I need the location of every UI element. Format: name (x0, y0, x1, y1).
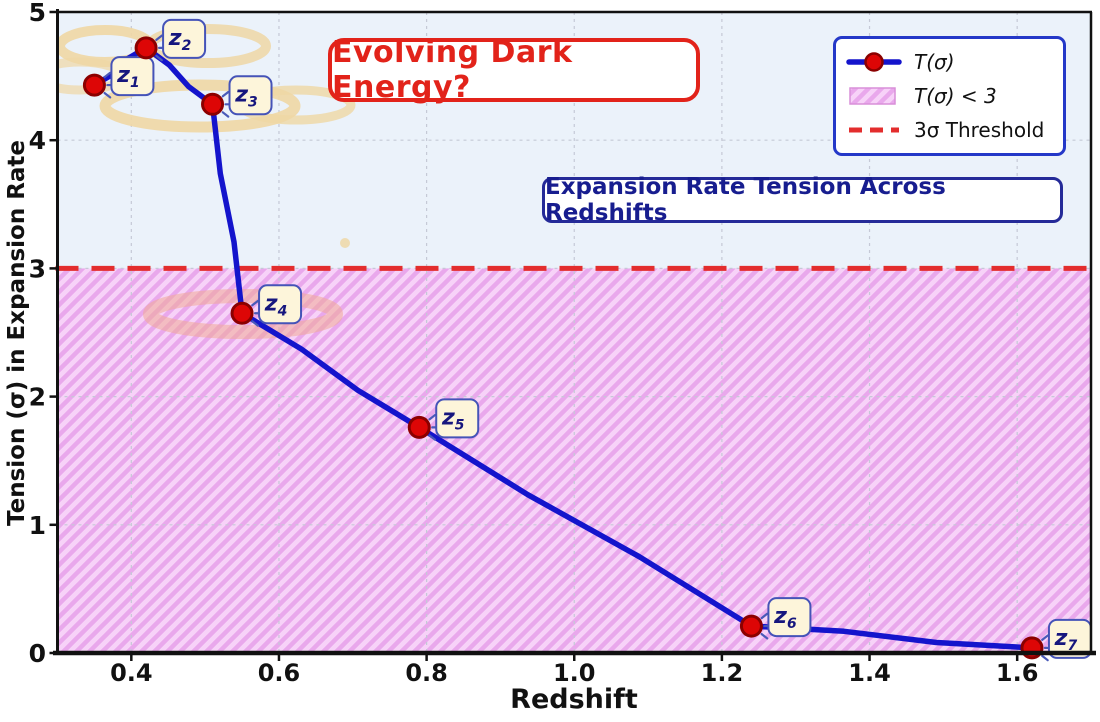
x-tick-label: 1.6 (996, 659, 1039, 687)
marker-sparkle-icon (760, 632, 769, 640)
data-point-marker-z4 (230, 301, 254, 325)
legend-item-region: T(σ) < 3 (846, 84, 1053, 108)
point-label-box-z1 (110, 56, 155, 97)
legend: T(σ) T(σ) < 3 3σ Threshold (833, 36, 1066, 156)
legend-label-series: T(σ) (914, 50, 955, 74)
data-point-marker-z3 (201, 92, 225, 116)
axis-ticks: 0.4 0.6 0.8 1.0 1.2 1.4 1.6 0 1 2 3 4 5 (29, 0, 1039, 687)
point-label-box-z6 (767, 597, 812, 638)
y-axis-label: Tension (σ) in Expansion Rate (4, 139, 30, 527)
legend-label-threshold: 3σ Threshold (914, 118, 1045, 142)
x-tick-label: 0.6 (258, 659, 301, 687)
legend-item-threshold: 3σ Threshold (846, 118, 1053, 142)
y-tick-label: 1 (29, 511, 46, 540)
point-label-box-z4 (258, 284, 303, 325)
data-point-marker-z5 (407, 415, 431, 439)
data-point-marker-z6 (739, 614, 763, 638)
y-tick-label: 0 (29, 639, 46, 668)
legend-item-series: T(σ) (846, 50, 1053, 74)
star-dot-decoration (340, 238, 350, 248)
x-axis-label: Redshift (510, 684, 638, 715)
marker-sparkle-icon (155, 34, 163, 41)
marker-sparkle-icon (760, 612, 769, 620)
chart-subtitle-box: Expansion Rate Tension Across Redshifts (542, 174, 1063, 226)
dashed-line-swatch-icon (849, 127, 899, 133)
x-tick-label: 0.4 (110, 659, 153, 687)
marker-sparkle-icon (221, 111, 230, 118)
chart-subtitle: Expansion Rate Tension Across Redshifts (545, 174, 946, 226)
x-tick-label: 1.4 (848, 659, 891, 687)
y-tick-label: 4 (29, 126, 46, 155)
marker-sparkle-icon (221, 90, 230, 98)
galaxy-ring-decoration (99, 79, 301, 133)
legend-label-region: T(σ) < 3 (914, 84, 997, 108)
point-label-box-z5 (435, 398, 480, 439)
y-tick-label: 2 (29, 383, 46, 412)
chart-title-box: Evolving Dark Energy? (328, 35, 700, 105)
galaxy-ring-decoration (143, 289, 343, 339)
marker-sparkle-icon (428, 434, 437, 441)
x-tick-label: 1.0 (553, 659, 596, 687)
x-tick-label: 1.2 (701, 659, 744, 687)
x-tick-label: 0.8 (405, 659, 448, 687)
marker-sparkle-icon (1041, 634, 1049, 641)
y-tick-label: 3 (29, 254, 46, 283)
point-label-box-z2 (162, 18, 207, 59)
line-marker-swatch-icon (846, 52, 902, 72)
y-tick-label: 5 (29, 0, 46, 27)
hatch-swatch-icon (849, 87, 896, 105)
marker-sparkle-icon (1041, 654, 1049, 662)
marker-sparkle-icon (428, 413, 437, 421)
marker-sparkle-icon (251, 320, 259, 327)
marker-sparkle-icon (251, 299, 259, 307)
marker-sparkle-icon (155, 54, 163, 62)
marker-sparkle-icon (103, 71, 112, 79)
data-point-marker-z2 (134, 36, 158, 60)
data-point-marker-z1 (82, 73, 106, 97)
chart-title: Evolving Dark Energy? (332, 35, 573, 105)
marker-sparkle-icon (103, 91, 112, 99)
point-label-box-z3 (228, 75, 273, 116)
